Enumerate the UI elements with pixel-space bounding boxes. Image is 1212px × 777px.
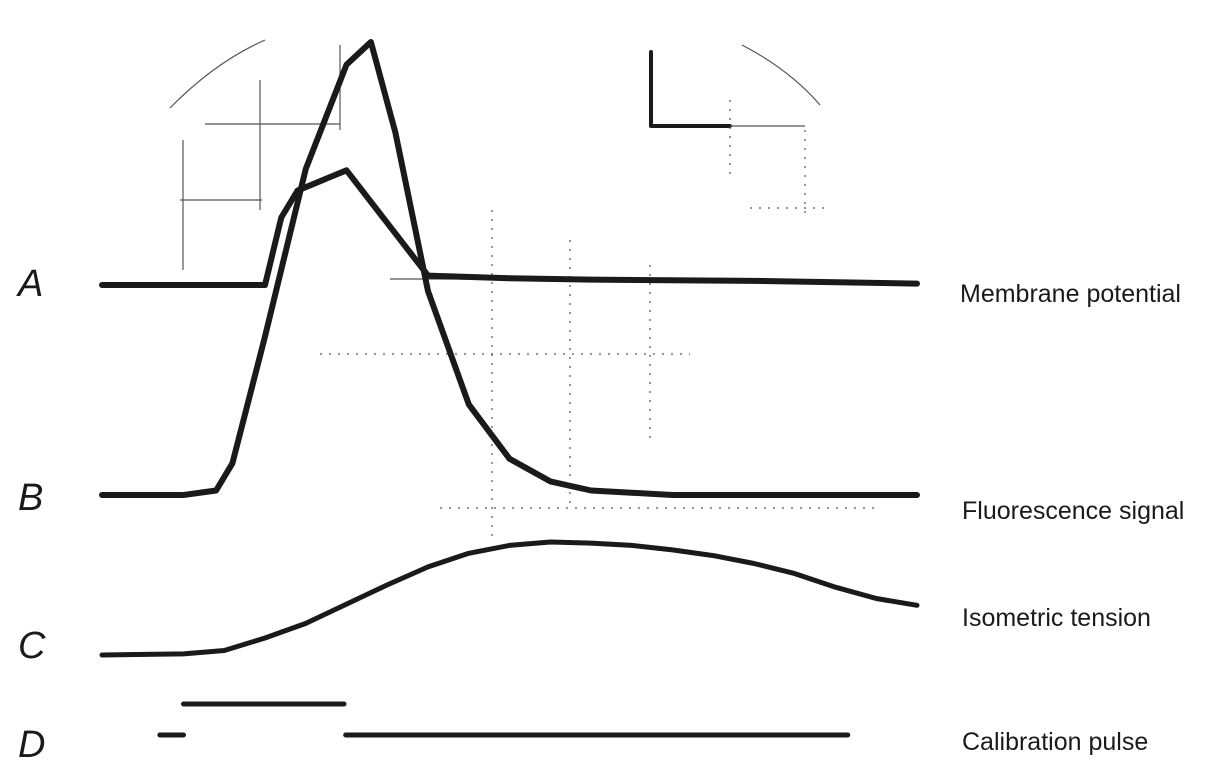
membrane-potential-trace <box>99 167 920 288</box>
scale-bar <box>649 50 732 128</box>
series-label-fluorescence-signal: Fluorescence signal <box>962 497 1184 525</box>
series-label-calibration-pulse: Calibration pulse <box>962 728 1148 756</box>
isometric-tension-trace <box>99 539 920 658</box>
panel-letter-b: B <box>18 477 43 519</box>
calibration-pulse-trace <box>157 701 851 738</box>
series-label-membrane-potential: Membrane potential <box>960 280 1181 308</box>
screen-arc-right <box>741 44 821 106</box>
panel-letter-d: D <box>18 724 45 766</box>
panel-letter-a: A <box>16 263 43 305</box>
labels-group: A B C D Membrane potential Fluorescence … <box>16 263 1184 766</box>
traces-group <box>99 39 920 738</box>
series-label-isometric-tension: Isometric tension <box>962 604 1151 632</box>
screen-arc-left <box>169 39 266 109</box>
fluorescence-signal-trace <box>99 39 920 498</box>
panel-letter-c: C <box>18 625 46 667</box>
